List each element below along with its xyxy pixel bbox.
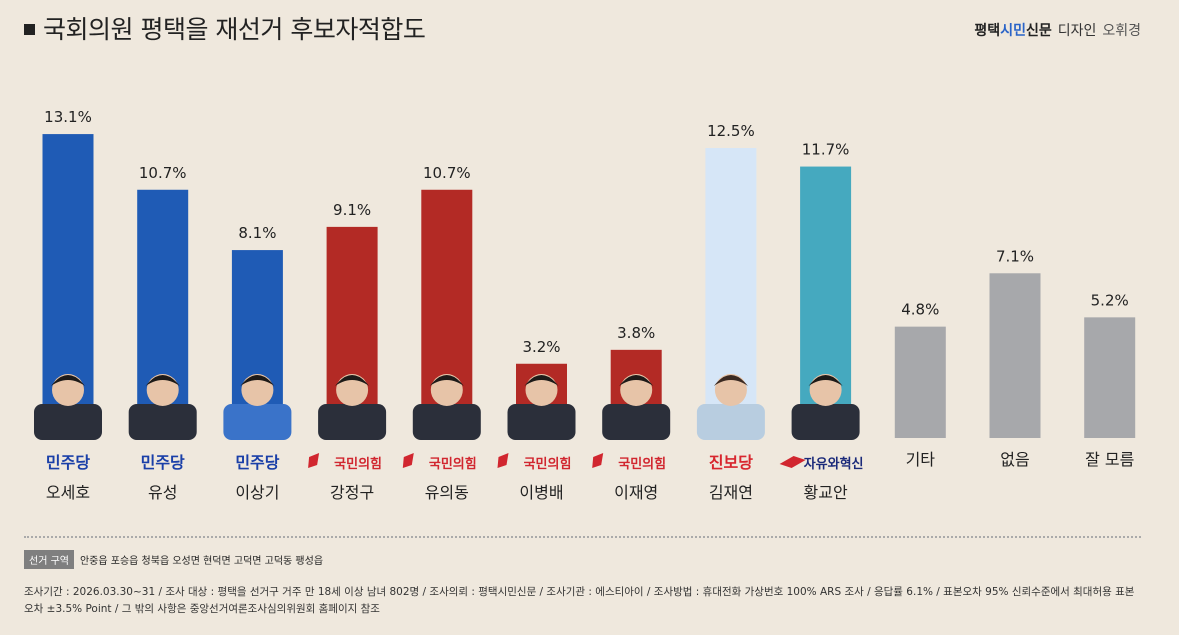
- divider: [24, 536, 1141, 538]
- design-label: 디자인: [1057, 23, 1097, 39]
- category-label: 없음: [1000, 450, 1029, 469]
- candidate-name: 황교안: [804, 483, 848, 502]
- bar: [894, 326, 946, 438]
- candidate-photo-face: [336, 374, 369, 406]
- party-label: 민주당: [141, 453, 185, 472]
- bar: [1084, 317, 1136, 438]
- candidate-photo-suit: [34, 404, 102, 440]
- candidate-photo-suit: [223, 404, 292, 440]
- candidate-name: 이재영: [614, 483, 658, 502]
- value-label: 8.1%: [238, 224, 276, 242]
- party-label: 진보당: [709, 453, 753, 472]
- candidate-photo-suit: [412, 404, 481, 440]
- candidate-photo-face: [525, 374, 558, 406]
- candidate-photo-face: [809, 374, 842, 406]
- value-label: 10.7%: [423, 164, 471, 182]
- brand-logo: 평택시민신문: [974, 23, 1052, 39]
- category-label: 잘 모름: [1085, 450, 1134, 469]
- value-label: 10.7%: [139, 164, 187, 182]
- party-label: 자유와혁신: [804, 456, 864, 472]
- candidate-photo-hair: [240, 375, 275, 386]
- value-label: 3.8%: [617, 324, 655, 342]
- candidate-photo-suit: [128, 404, 197, 440]
- page-title: 국회의원 평택을 재선거 후보자적합도: [24, 10, 426, 46]
- survey-note: 조사기간 : 2026.03.30~31 / 조사 대상 : 평택을 선거구 거…: [24, 586, 1135, 615]
- credit: 평택시민신문 디자인 오휘경: [974, 20, 1141, 40]
- region-tag: 선거 구역: [24, 550, 74, 569]
- region-info: 선거 구역 안중읍 포승읍 청북읍 오성면 현덕면 고덕면 고덕동 팽성읍: [24, 550, 323, 569]
- candidate-photo-suit: [318, 404, 387, 440]
- candidate-photo-hair: [51, 375, 85, 386]
- value-label: 9.1%: [333, 201, 371, 219]
- candidate-photo-hair: [808, 375, 843, 386]
- value-label: 11.7%: [802, 141, 850, 159]
- candidate-photo-hair: [713, 375, 748, 386]
- candidate-name: 이병배: [519, 483, 563, 502]
- candidate-name: 유성: [148, 483, 177, 502]
- party-label: 민주당: [46, 453, 90, 472]
- party-icon: [308, 453, 320, 468]
- candidate-photo-face: [146, 374, 179, 406]
- party-icon: [497, 453, 509, 468]
- candidate-photo-face: [241, 374, 274, 406]
- candidate-photo-hair: [145, 375, 180, 386]
- party-label: 민주당: [235, 453, 279, 472]
- candidate-photo-suit: [507, 404, 576, 440]
- party-icon: [402, 453, 414, 468]
- candidate-name: 김재연: [709, 483, 753, 502]
- party-label: 국민의힘: [334, 456, 382, 472]
- candidate-photo-face: [714, 374, 747, 406]
- party-label: 국민의힘: [429, 456, 477, 472]
- value-label: 13.1%: [44, 108, 92, 126]
- party-label: 국민의힘: [618, 456, 666, 472]
- candidate-photo-hair: [429, 375, 464, 386]
- candidate-name: 유의동: [425, 483, 469, 502]
- value-label: 4.8%: [901, 301, 939, 319]
- candidate-photo-suit: [602, 404, 671, 440]
- value-label: 12.5%: [707, 122, 755, 140]
- value-label: 7.1%: [996, 247, 1034, 265]
- candidate-name: 강정구: [330, 483, 374, 502]
- candidate-photo-suit: [791, 404, 860, 440]
- category-label: 기타: [906, 450, 936, 469]
- title-text: 국회의원 평택을 재선거 후보자적합도: [43, 15, 426, 44]
- designer-name: 오휘경: [1102, 23, 1141, 39]
- candidate-name: 오세호: [46, 483, 90, 502]
- bar: [989, 273, 1041, 438]
- candidate-photo-hair: [619, 375, 654, 386]
- candidate-photo-hair: [335, 375, 370, 386]
- region-text: 안중읍 포승읍 청북읍 오성면 현덕면 고덕면 고덕동 팽성읍: [79, 556, 324, 567]
- party-icon: [592, 453, 604, 468]
- party-icon: [779, 456, 806, 468]
- candidate-photo-face: [620, 374, 653, 406]
- party-label: 국민의힘: [524, 456, 572, 472]
- candidate-photo-face: [52, 374, 84, 406]
- candidate-photo-face: [430, 374, 463, 406]
- candidate-name: 이상기: [235, 483, 279, 502]
- value-label: 5.2%: [1091, 291, 1129, 309]
- candidate-photo-hair: [524, 375, 559, 386]
- candidate-photo-suit: [696, 404, 765, 440]
- value-label: 3.2%: [522, 338, 560, 356]
- title-bullet: [24, 23, 35, 35]
